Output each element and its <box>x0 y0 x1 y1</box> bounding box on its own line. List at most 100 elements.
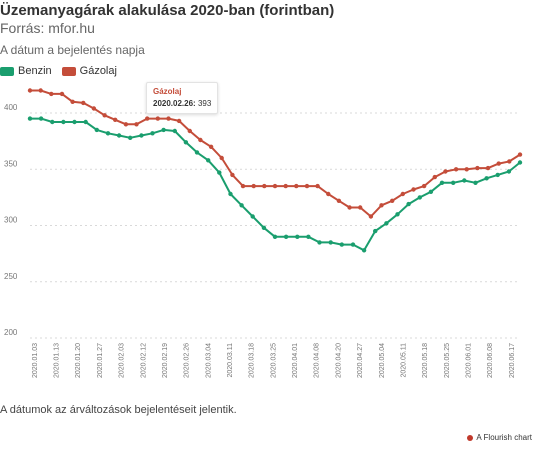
data-point-gazolaj[interactable] <box>443 169 448 174</box>
data-point-benzin[interactable] <box>462 178 467 183</box>
x-tick-label: 2020.04.01 <box>292 343 299 378</box>
data-point-gazolaj[interactable] <box>230 172 235 178</box>
data-point-gazolaj[interactable] <box>262 183 267 189</box>
data-point-gazolaj[interactable] <box>304 183 310 189</box>
data-point-gazolaj[interactable] <box>208 144 214 149</box>
data-point-benzin[interactable] <box>361 248 367 253</box>
data-point-gazolaj[interactable] <box>134 122 139 127</box>
series-line-gazolaj <box>30 89 521 218</box>
data-point-benzin[interactable] <box>150 131 155 136</box>
data-point-benzin[interactable] <box>495 172 500 178</box>
data-point-gazolaj[interactable] <box>507 159 512 164</box>
data-point-gazolaj[interactable] <box>475 165 480 171</box>
data-point-benzin[interactable] <box>172 128 177 134</box>
data-point-benzin[interactable] <box>206 158 211 163</box>
data-point-benzin[interactable] <box>50 119 55 125</box>
data-point-benzin[interactable] <box>261 225 267 230</box>
data-point-gazolaj[interactable] <box>358 205 363 210</box>
data-point-gazolaj[interactable] <box>155 116 160 121</box>
data-point-gazolaj[interactable] <box>421 183 427 189</box>
data-point-gazolaj[interactable] <box>379 203 384 208</box>
data-point-gazolaj[interactable] <box>368 214 374 219</box>
data-point-gazolaj[interactable] <box>91 106 97 111</box>
data-point-gazolaj[interactable] <box>432 174 437 180</box>
data-point-gazolaj[interactable] <box>347 205 352 210</box>
data-point-benzin[interactable] <box>395 212 400 217</box>
data-point-benzin[interactable] <box>295 234 300 239</box>
flourish-credit[interactable]: A Flourish chart <box>467 433 532 442</box>
data-point-benzin[interactable] <box>339 242 344 247</box>
data-point-benzin[interactable] <box>451 180 456 185</box>
data-point-benzin[interactable] <box>139 133 144 138</box>
data-point-benzin[interactable] <box>128 135 133 140</box>
data-point-gazolaj[interactable] <box>59 91 65 97</box>
data-point-benzin[interactable] <box>38 116 44 121</box>
data-point-benzin[interactable] <box>83 119 88 125</box>
data-point-gazolaj[interactable] <box>517 152 523 157</box>
data-point-gazolaj[interactable] <box>336 198 342 203</box>
data-point-gazolaj[interactable] <box>145 116 150 121</box>
data-point-benzin[interactable] <box>116 133 122 138</box>
data-point-gazolaj[interactable] <box>272 183 278 189</box>
data-point-gazolaj[interactable] <box>464 167 469 172</box>
data-point-benzin[interactable] <box>384 221 389 226</box>
data-point-benzin[interactable] <box>506 169 512 174</box>
data-point-gazolaj[interactable] <box>219 155 224 161</box>
data-point-gazolaj[interactable] <box>70 99 75 104</box>
data-point-gazolaj[interactable] <box>176 118 182 124</box>
data-point-gazolaj[interactable] <box>400 191 405 197</box>
data-point-benzin[interactable] <box>517 160 523 165</box>
data-point-gazolaj[interactable] <box>123 122 129 127</box>
x-tick-label: 2020.03.11 <box>227 343 234 378</box>
data-point-benzin[interactable] <box>250 214 255 219</box>
data-point-gazolaj[interactable] <box>27 88 33 93</box>
data-point-gazolaj[interactable] <box>315 183 320 189</box>
data-point-gazolaj[interactable] <box>102 113 107 118</box>
data-point-benzin[interactable] <box>328 240 333 245</box>
data-point-gazolaj[interactable] <box>485 165 491 171</box>
data-point-benzin[interactable] <box>317 240 322 245</box>
data-point-benzin[interactable] <box>61 119 66 125</box>
data-point-gazolaj[interactable] <box>187 128 192 134</box>
data-point-gazolaj[interactable] <box>240 183 246 189</box>
data-point-benzin[interactable] <box>306 234 311 239</box>
data-point-benzin[interactable] <box>417 195 422 200</box>
data-point-benzin[interactable] <box>161 127 166 133</box>
data-point-benzin[interactable] <box>272 234 278 239</box>
data-point-benzin[interactable] <box>183 140 189 145</box>
data-point-gazolaj[interactable] <box>49 91 54 97</box>
data-point-gazolaj[interactable] <box>326 191 331 197</box>
data-point-benzin[interactable] <box>484 176 489 181</box>
data-point-benzin[interactable] <box>406 201 411 207</box>
data-point-benzin[interactable] <box>350 242 356 247</box>
data-point-benzin[interactable] <box>239 203 244 208</box>
data-point-gazolaj[interactable] <box>113 117 118 122</box>
x-tick-label: 2020.05.25 <box>444 343 451 378</box>
data-point-benzin[interactable] <box>72 119 77 125</box>
legend-item-gazolaj[interactable]: Gázolaj <box>61 65 117 77</box>
data-point-benzin[interactable] <box>94 127 100 133</box>
data-point-benzin[interactable] <box>105 131 111 136</box>
data-point-benzin[interactable] <box>473 180 478 185</box>
data-point-gazolaj[interactable] <box>411 187 416 192</box>
data-point-gazolaj[interactable] <box>38 88 43 93</box>
data-point-gazolaj[interactable] <box>453 167 459 172</box>
data-point-gazolaj[interactable] <box>390 198 395 203</box>
legend-item-benzin[interactable]: Benzin <box>0 65 52 77</box>
data-point-benzin[interactable] <box>228 191 233 197</box>
x-tick-label: 2020.06.17 <box>509 343 516 378</box>
data-point-benzin[interactable] <box>283 234 289 239</box>
data-point-benzin[interactable] <box>217 170 222 175</box>
data-point-benzin[interactable] <box>428 189 434 194</box>
data-point-benzin[interactable] <box>439 180 445 185</box>
data-point-gazolaj[interactable] <box>166 116 171 121</box>
data-point-gazolaj[interactable] <box>198 137 203 143</box>
data-point-gazolaj[interactable] <box>81 100 86 106</box>
data-point-gazolaj[interactable] <box>294 183 299 189</box>
data-point-gazolaj[interactable] <box>496 161 501 166</box>
data-point-benzin[interactable] <box>27 116 33 121</box>
data-point-gazolaj[interactable] <box>283 183 288 189</box>
data-point-gazolaj[interactable] <box>251 183 256 189</box>
data-point-benzin[interactable] <box>373 228 378 234</box>
data-point-benzin[interactable] <box>194 150 200 155</box>
